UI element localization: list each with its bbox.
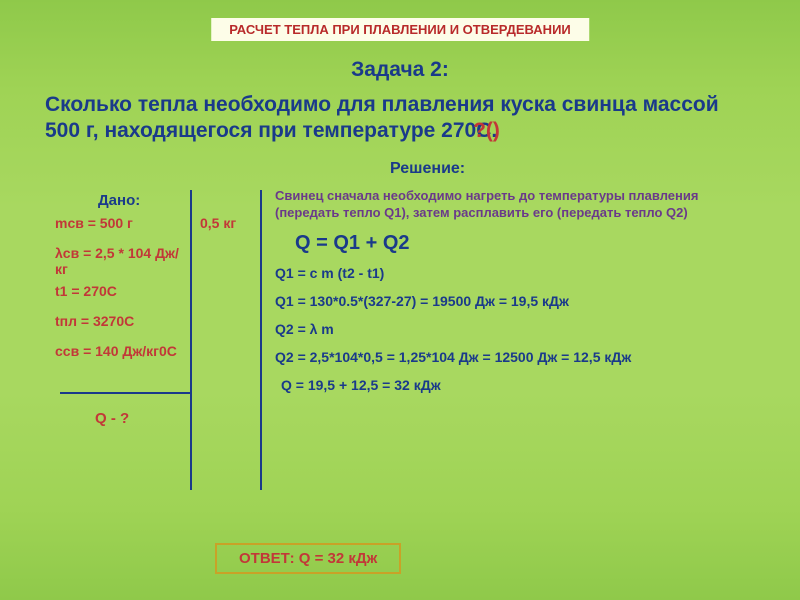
main-formula: Q = Q1 + Q2: [295, 232, 745, 255]
q-total: Q = 19,5 + 12,5 = 32 кДж: [281, 377, 745, 393]
vertical-divider-2: [260, 190, 262, 490]
given-tpl: tпл = 3270С: [55, 313, 187, 329]
mass-conversion: 0,5 кг: [200, 215, 236, 231]
given-c: ссв = 140 Дж/кг0С: [55, 343, 187, 359]
given-t1: t1 = 270С: [55, 283, 187, 299]
unknown-quantity: Q - ?: [95, 410, 129, 427]
horizontal-divider: [60, 392, 190, 394]
answer-box: ОТВЕТ: Q = 32 кДж: [215, 543, 401, 574]
solution-note: Свинец сначала необходимо нагреть до тем…: [275, 188, 745, 222]
given-mass: mсв = 500 г: [55, 215, 187, 231]
task-label: Задача 2:: [0, 58, 800, 82]
q2-value: Q2 = 2,5*104*0,5 = 1,25*104 Дж = 12500 Д…: [275, 349, 745, 365]
slide-header: РАСЧЕТ ТЕПЛА ПРИ ПЛАВЛЕНИИ И ОТВЕРДЕВАНИ…: [211, 18, 589, 41]
solution-label: Решение:: [390, 160, 465, 178]
q1-value: Q1 = 130*0.5*(327-27) = 19500 Дж = 19,5 …: [275, 293, 745, 309]
solution-column: Свинец сначала необходимо нагреть до тем…: [275, 188, 745, 403]
given-lambda: λсв = 2,5 * 104 Дж/кг: [55, 245, 187, 277]
given-column: mсв = 500 г λсв = 2,5 * 104 Дж/кг t1 = 2…: [55, 215, 187, 374]
problem-text-main: Сколько тепла необходимо для плавления к…: [45, 93, 719, 142]
physics-problem-slide: РАСЧЕТ ТЕПЛА ПРИ ПЛАВЛЕНИИ И ОТВЕРДЕВАНИ…: [0, 0, 800, 600]
vertical-divider-1: [190, 190, 192, 490]
given-label: Дано:: [98, 192, 140, 209]
q1-formula: Q1 = c m (t2 - t1): [275, 265, 745, 281]
problem-statement: Сколько тепла необходимо для плавления к…: [45, 92, 755, 145]
q2-formula: Q2 = λ m: [275, 321, 745, 337]
problem-overlay-text: ?(): [473, 119, 500, 142]
